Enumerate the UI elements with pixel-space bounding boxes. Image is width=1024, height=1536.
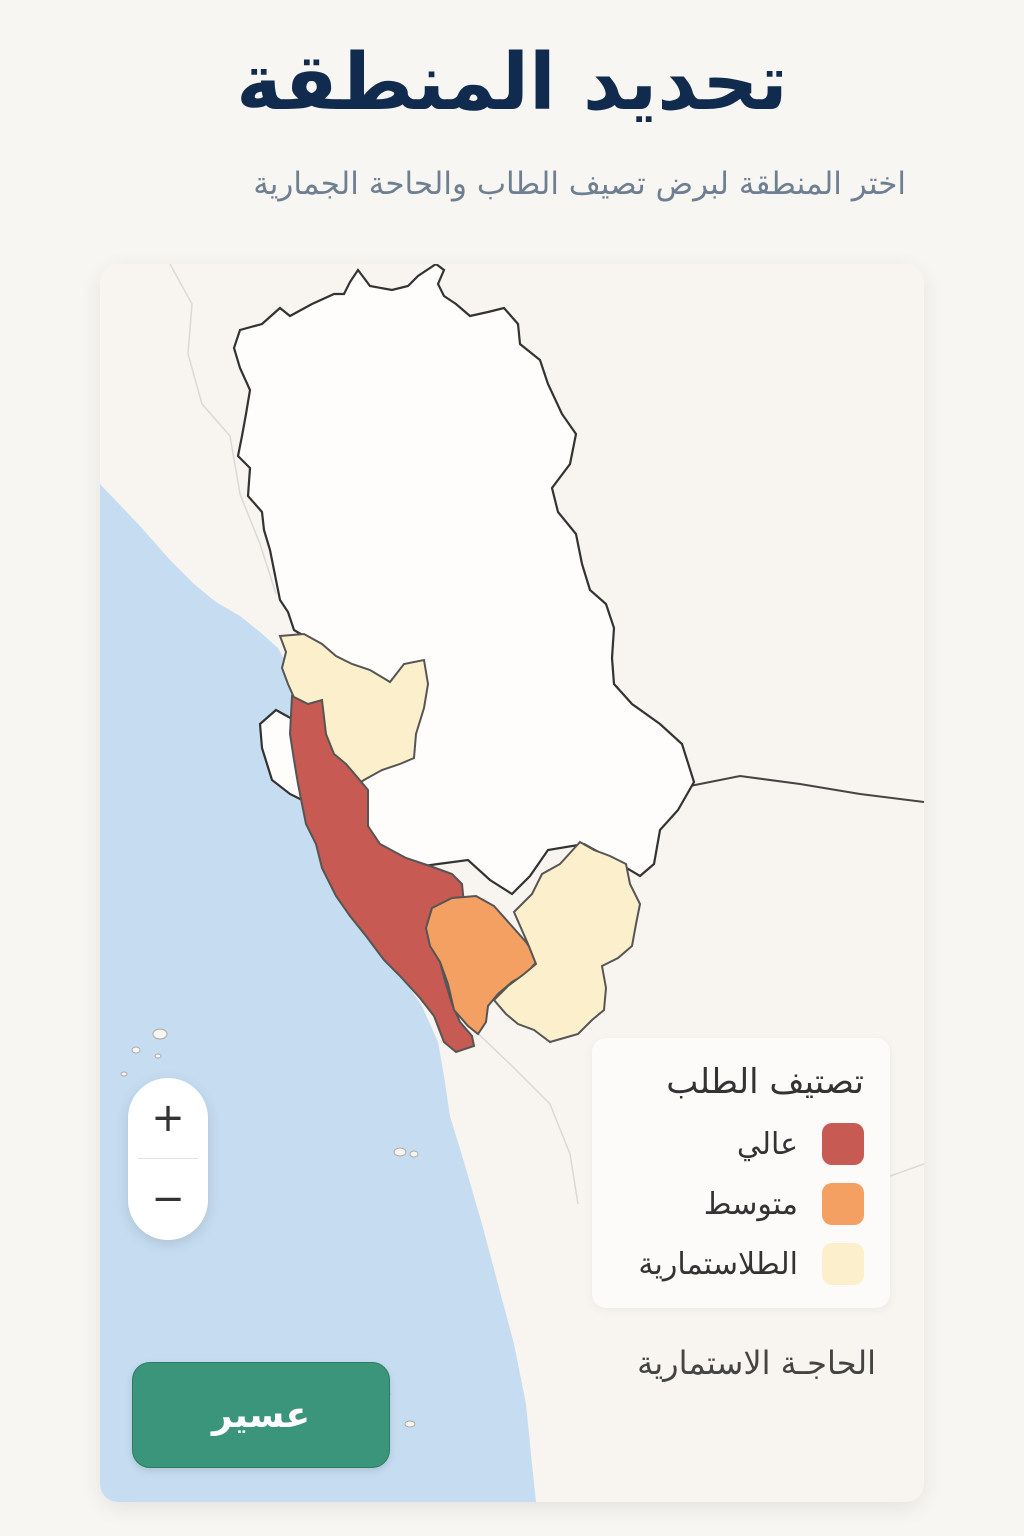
- legend-swatch-low: [822, 1243, 864, 1285]
- map-canvas[interactable]: [100, 264, 924, 1502]
- legend-label-high: عالي: [736, 1126, 798, 1162]
- country-borders: [689, 774, 924, 803]
- zoom-divider: [138, 1158, 198, 1159]
- page-title: تحديد المنطقة: [236, 38, 788, 128]
- page-subtitle: اختر المنطقة لبرض تصيف الطاب والحاحة الج…: [253, 166, 906, 202]
- legend-item-medium: متوسط: [618, 1183, 864, 1225]
- legend-title: تصتيف الطلب: [666, 1062, 864, 1102]
- region-select-button[interactable]: عسير: [132, 1362, 390, 1468]
- legend-swatch-medium: [822, 1183, 864, 1225]
- zoom-out-button[interactable]: −: [128, 1159, 208, 1239]
- red-sea: [100, 484, 536, 1502]
- legend-label-low: الطلاستمارية: [638, 1246, 798, 1282]
- region-south-low[interactable]: [492, 840, 642, 1044]
- legend-label-medium: متوسط: [703, 1186, 798, 1222]
- legend-item-low: الطلاستمارية: [618, 1243, 864, 1285]
- map-card[interactable]: + − تصتيف الطلب عالي متوسط الطلاستمارية …: [100, 264, 924, 1502]
- zoom-control: + −: [128, 1078, 208, 1240]
- legend-item-high: عالي: [618, 1123, 864, 1165]
- legend-swatch-high: [822, 1123, 864, 1165]
- map-legend: تصتيف الطلب عالي متوسط الطلاستمارية: [592, 1038, 890, 1308]
- islands: [120, 1028, 419, 1428]
- need-label: الحاجـة الاستمارية: [637, 1344, 876, 1382]
- zoom-in-button[interactable]: +: [128, 1078, 208, 1158]
